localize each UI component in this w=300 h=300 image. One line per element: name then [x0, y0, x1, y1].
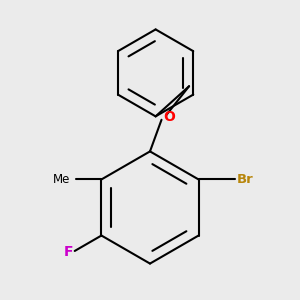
Text: O: O	[163, 110, 175, 124]
Text: F: F	[64, 245, 73, 260]
Text: Br: Br	[236, 173, 253, 186]
Text: Me: Me	[53, 173, 70, 186]
